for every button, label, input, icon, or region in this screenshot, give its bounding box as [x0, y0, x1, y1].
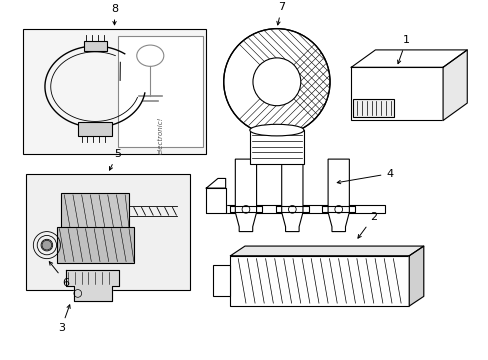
Bar	[118, 36, 202, 147]
Text: electronic!: electronic!	[157, 116, 163, 154]
Circle shape	[42, 240, 52, 250]
Polygon shape	[66, 270, 119, 301]
Polygon shape	[442, 50, 467, 121]
Polygon shape	[408, 246, 423, 306]
Text: 6: 6	[49, 262, 70, 288]
Bar	[350, 67, 442, 121]
Text: 2: 2	[357, 212, 376, 238]
Polygon shape	[229, 207, 262, 212]
Polygon shape	[327, 159, 348, 231]
Bar	[249, 130, 304, 164]
Circle shape	[224, 29, 329, 135]
Text: 1: 1	[397, 35, 409, 64]
Polygon shape	[281, 159, 303, 231]
Polygon shape	[322, 207, 354, 212]
Text: 5: 5	[109, 149, 121, 170]
Text: 3: 3	[58, 305, 70, 333]
Circle shape	[252, 58, 300, 106]
Polygon shape	[230, 246, 423, 256]
Bar	[57, 227, 134, 264]
Ellipse shape	[249, 124, 304, 136]
Polygon shape	[235, 159, 256, 231]
Bar	[83, 41, 106, 51]
Bar	[352, 99, 393, 117]
Bar	[225, 206, 385, 213]
Text: 7: 7	[276, 3, 285, 25]
Bar	[78, 122, 111, 136]
Polygon shape	[206, 188, 225, 213]
Polygon shape	[350, 50, 467, 67]
Bar	[230, 256, 408, 306]
Text: 4: 4	[337, 168, 393, 184]
Text: 8: 8	[111, 4, 118, 25]
Bar	[25, 174, 189, 289]
Bar	[22, 29, 206, 154]
Bar	[213, 265, 230, 296]
Bar	[61, 193, 129, 230]
Polygon shape	[275, 207, 308, 212]
